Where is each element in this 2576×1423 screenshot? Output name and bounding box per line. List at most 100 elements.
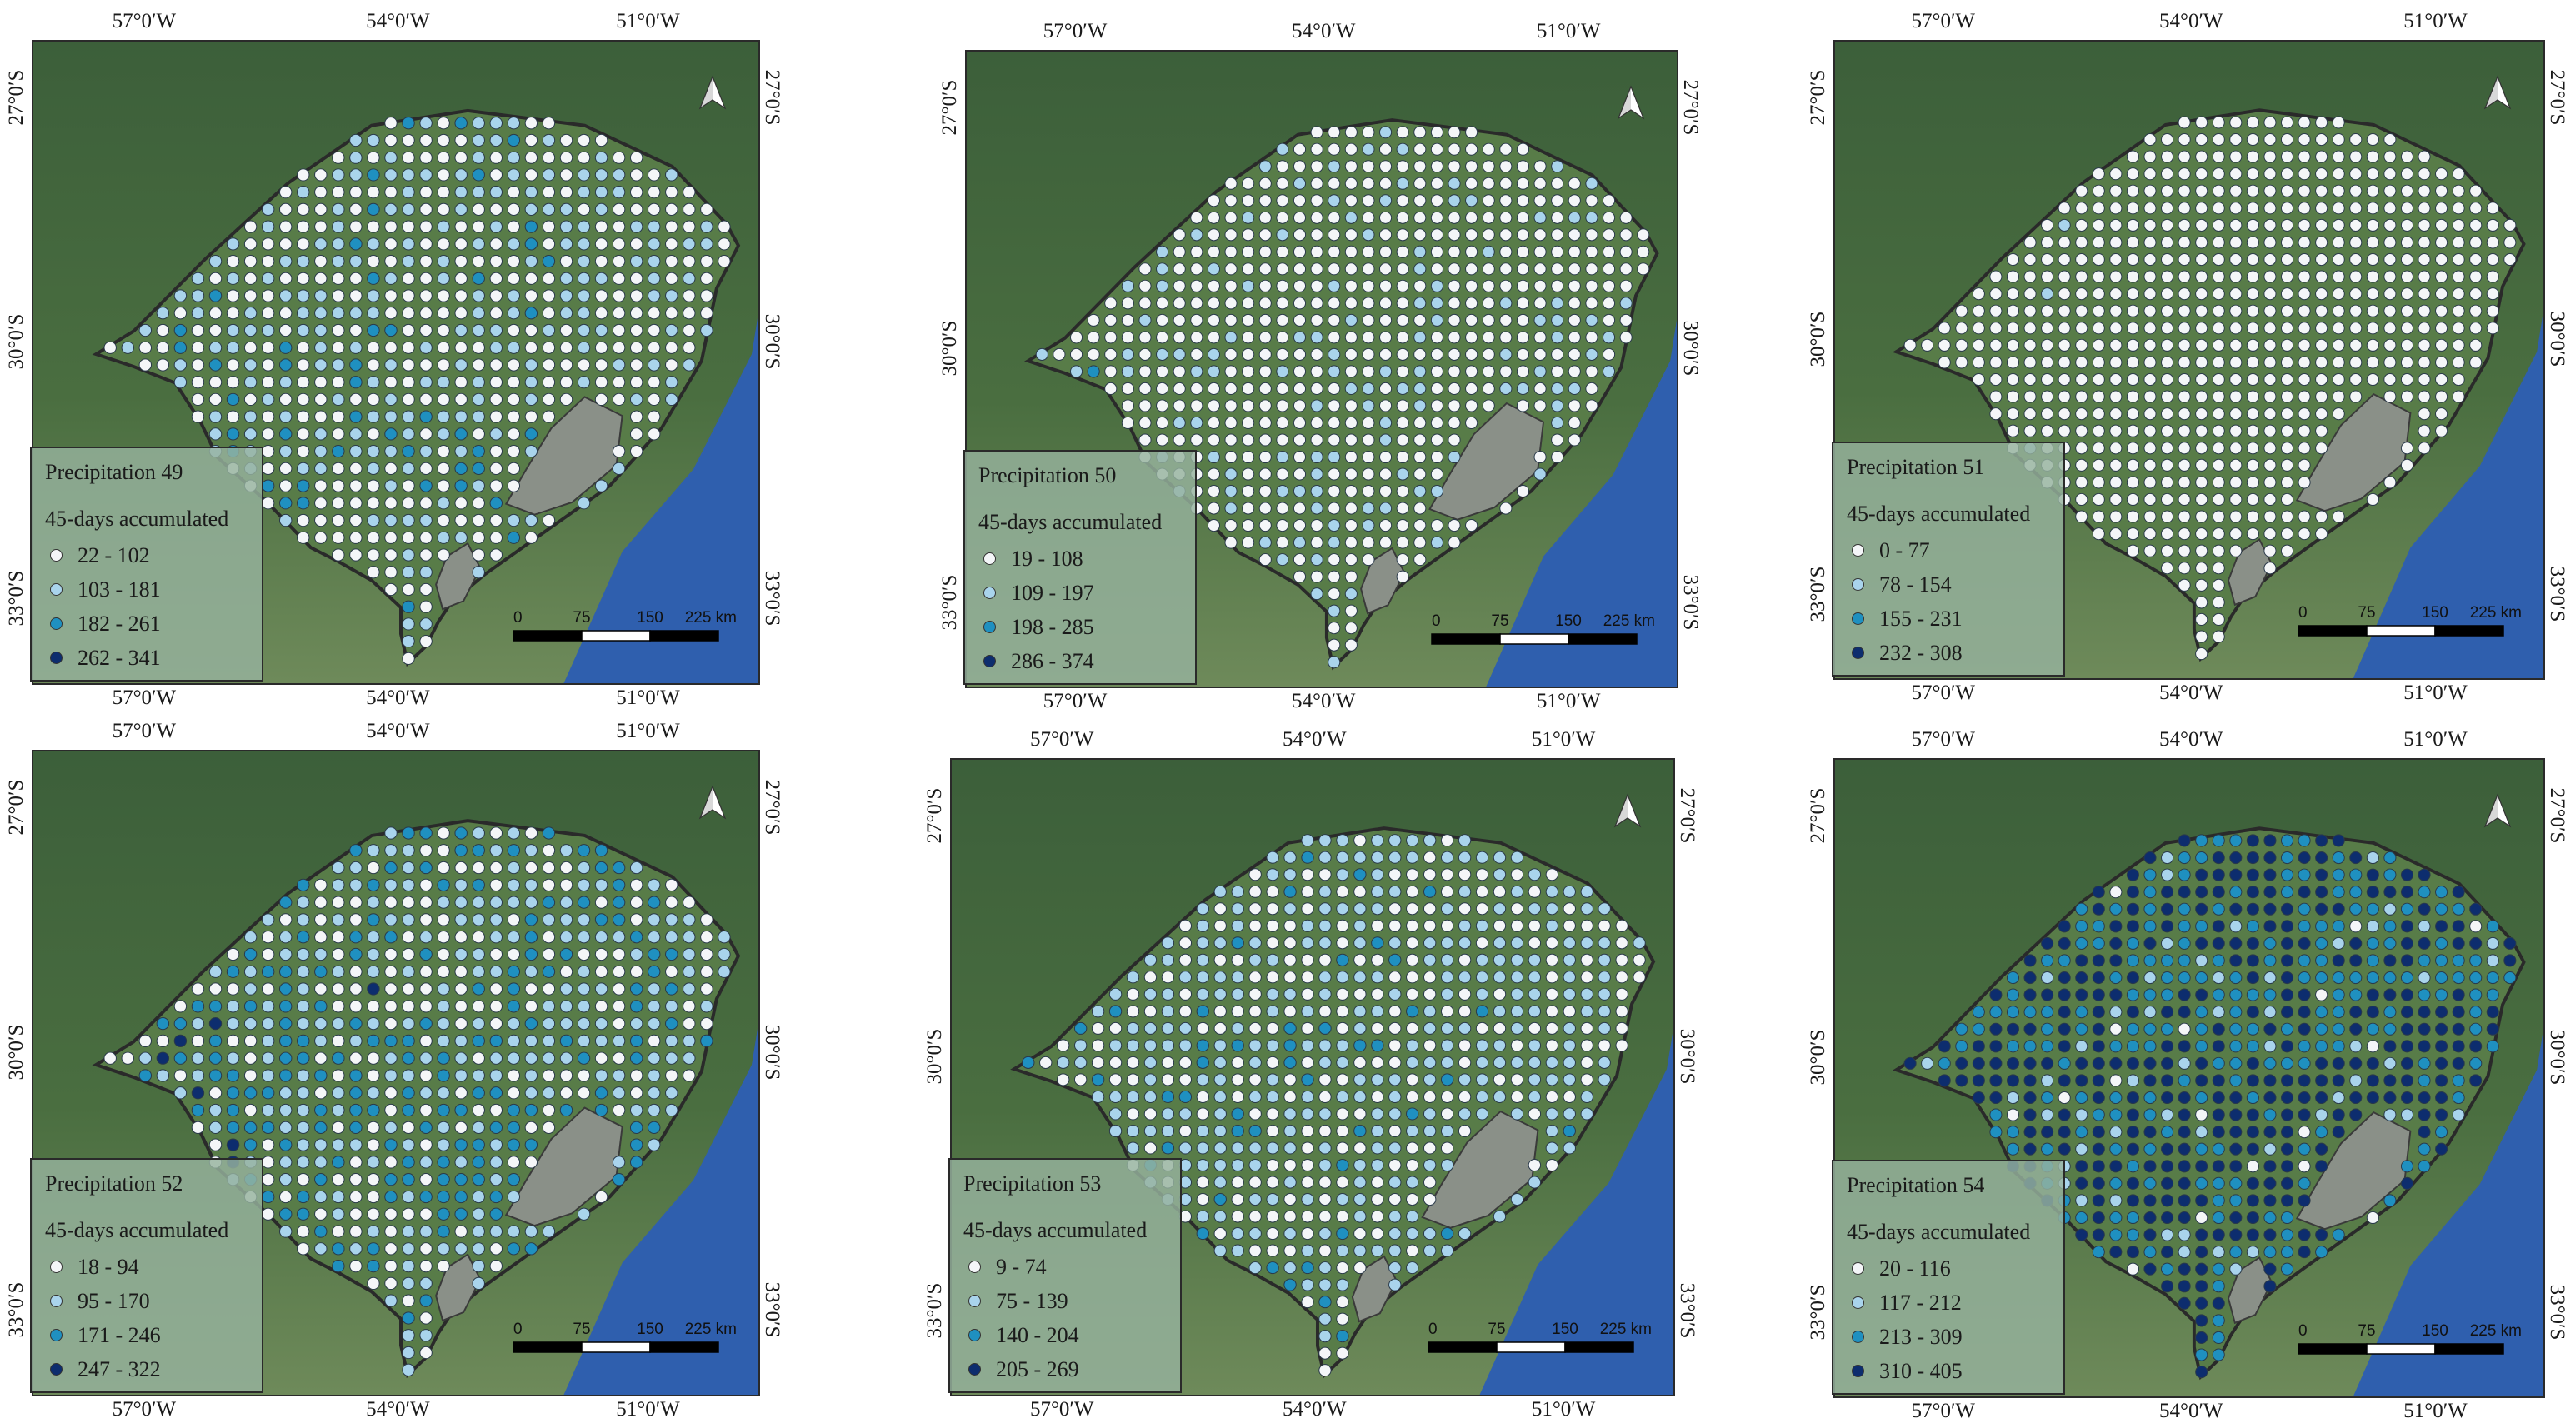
legend-swatch — [1852, 544, 1864, 557]
grid-point — [332, 531, 345, 544]
grid-point — [349, 548, 363, 562]
grid-point — [2195, 954, 2208, 967]
grid-point — [1406, 1244, 1419, 1257]
grid-point — [208, 392, 223, 407]
grid-point — [2161, 1280, 2174, 1293]
grid-point — [1545, 868, 1559, 881]
grid-point — [2195, 236, 2208, 249]
grid-point — [2109, 442, 2123, 455]
grid-point — [2332, 936, 2345, 950]
grid-point — [278, 254, 293, 268]
grid-point — [2298, 390, 2311, 403]
grid-point — [1406, 1141, 1419, 1155]
grid-point — [402, 1294, 415, 1307]
grid-point — [2195, 322, 2208, 335]
grid-point — [1242, 382, 1255, 395]
grid-point — [1283, 1124, 1297, 1137]
grid-point — [437, 531, 450, 544]
legend-class: 205 - 269 — [963, 1352, 1167, 1386]
grid-point — [297, 1225, 310, 1238]
grid-point — [2195, 886, 2208, 899]
grid-point — [1318, 885, 1332, 898]
grid-point — [507, 237, 521, 251]
grid-point — [472, 1121, 485, 1134]
grid-point — [2075, 1006, 2088, 1019]
grid-point — [577, 913, 591, 926]
grid-point — [384, 1225, 398, 1238]
map-frame — [1833, 758, 2545, 1398]
grid-point — [332, 1000, 345, 1013]
grid-point — [261, 445, 275, 458]
grid-point — [2280, 218, 2294, 232]
grid-point — [1551, 347, 1564, 361]
grid-point — [2332, 902, 2345, 916]
grid-point — [2229, 184, 2243, 197]
grid-point — [1318, 1244, 1332, 1257]
grid-point — [2212, 442, 2225, 455]
grid-point — [156, 1051, 170, 1065]
grid-point — [1190, 347, 1203, 361]
grid-point — [1493, 902, 1507, 916]
grid-point — [2418, 920, 2431, 933]
grid-point — [1336, 1330, 1349, 1343]
grid-point — [2280, 476, 2294, 489]
grid-point — [1213, 953, 1227, 966]
grid-point — [524, 341, 538, 354]
grid-point — [1213, 1021, 1227, 1035]
grid-point — [524, 1034, 538, 1048]
grid-point — [683, 1051, 696, 1065]
grid-point — [1283, 1193, 1297, 1206]
grid-point — [454, 826, 468, 840]
grid-point — [2298, 218, 2311, 232]
grid-point — [2332, 510, 2345, 523]
grid-point — [1619, 211, 1633, 224]
grid-point — [665, 202, 678, 216]
longitude-label: 54°0′W — [1291, 690, 1356, 712]
grid-point — [138, 1034, 153, 1048]
grid-point — [1545, 1090, 1559, 1103]
grid-point — [454, 220, 468, 233]
grid-point — [2452, 167, 2465, 181]
grid-point — [1328, 536, 1341, 549]
grid-point — [1143, 1124, 1158, 1137]
grid-point — [1344, 467, 1358, 481]
grid-point — [1568, 416, 1581, 429]
grid-point — [1551, 450, 1564, 464]
grid-point — [1430, 467, 1443, 481]
grid-point — [647, 358, 661, 372]
grid-point — [384, 272, 398, 285]
grid-point — [2006, 270, 2020, 283]
grid-point — [612, 1034, 626, 1048]
legend-class: 9 - 74 — [963, 1250, 1167, 1284]
grid-point — [594, 272, 608, 285]
grid-point — [2315, 1022, 2328, 1036]
grid-point — [2195, 202, 2208, 215]
grid-point — [1318, 1278, 1332, 1291]
grid-point — [1248, 1073, 1262, 1086]
grid-point — [2246, 287, 2259, 301]
grid-point — [1545, 902, 1559, 916]
grid-point — [2143, 492, 2157, 507]
grid-point — [2023, 971, 2037, 985]
grid-point — [1465, 382, 1478, 395]
grid-point — [2298, 1194, 2311, 1207]
grid-point — [2195, 851, 2208, 865]
grid-point — [1362, 245, 1375, 258]
grid-point — [2418, 1091, 2431, 1105]
grid-point — [1196, 971, 1209, 984]
grid-point — [419, 133, 433, 147]
grid-point — [1533, 245, 1547, 258]
grid-point — [2435, 920, 2448, 933]
grid-point — [2212, 902, 2225, 916]
grid-point — [1173, 399, 1186, 412]
grid-point — [454, 202, 468, 216]
grid-point — [2058, 936, 2071, 950]
grid-point — [2298, 236, 2311, 249]
grid-point — [261, 1207, 275, 1221]
grid-point — [1336, 1005, 1349, 1018]
grid-point — [243, 341, 258, 354]
grid-point — [2349, 150, 2363, 163]
grid-point — [1955, 338, 1968, 352]
grid-point — [1213, 1090, 1227, 1103]
grid-point — [314, 479, 328, 492]
